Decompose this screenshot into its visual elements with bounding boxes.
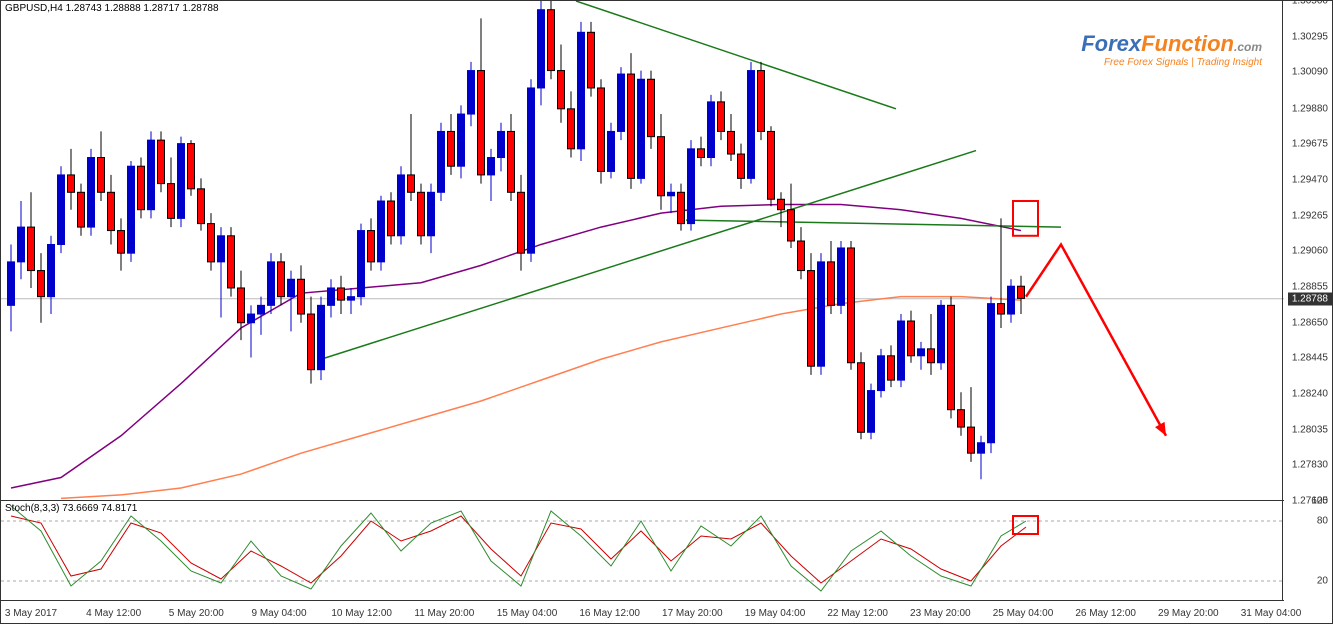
chart-header: GBPUSD,H4 1.28743 1.28888 1.28717 1.2878… — [5, 3, 219, 14]
chart-container: ForexFunction.com Free Forex Signals | T… — [0, 0, 1333, 624]
ohlc-label: 1.28743 1.28888 1.28717 1.28788 — [66, 3, 219, 14]
stochastic-svg — [1, 501, 1284, 601]
stochastic-axis: 2080100 — [1282, 501, 1332, 601]
price-chart[interactable] — [1, 1, 1284, 501]
logo-tagline: Free Forex Signals | Trading Insight — [1081, 57, 1262, 68]
symbol-label: GBPUSD,H4 — [5, 3, 63, 14]
time-axis: 3 May 20174 May 12:005 May 20:009 May 04… — [1, 599, 1333, 623]
stochastic-panel[interactable] — [1, 501, 1284, 601]
stochastic-header: Stoch(8,3,3) 73.6669 74.8171 — [5, 503, 137, 514]
price-axis: 1.305001.302951.300901.298801.296751.294… — [1282, 1, 1332, 501]
logo-text: ForexFunction.com — [1081, 31, 1262, 57]
price-chart-svg — [1, 1, 1284, 501]
brand-logo: ForexFunction.com Free Forex Signals | T… — [1081, 31, 1262, 68]
